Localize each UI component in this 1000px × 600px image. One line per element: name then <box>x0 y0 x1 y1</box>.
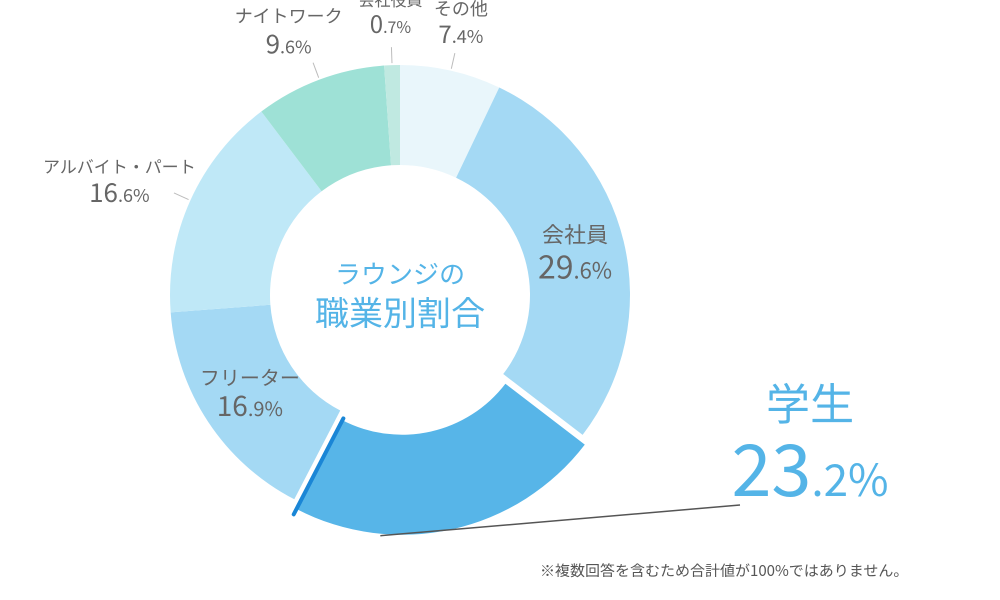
label-freeter: フリーター16.9% <box>200 365 300 423</box>
label-officer-value: 0.7% <box>358 9 422 38</box>
leader-other <box>451 53 455 69</box>
label-parttime-name: アルバイト・パート <box>43 156 196 176</box>
highlight-value-int: 23 <box>731 412 811 517</box>
label-other-value: 7.4% <box>434 19 488 48</box>
highlight-value-frac: .2% <box>811 445 888 509</box>
label-freeter-value: 16.9% <box>200 389 300 423</box>
label-freeter-name: フリーター <box>200 365 300 389</box>
label-nightwork: ナイトワーク9.6% <box>235 6 343 59</box>
leader-nightwork <box>313 63 319 78</box>
highlight-value: 23.2% <box>731 429 888 501</box>
label-employee: 会社員29.6% <box>538 221 612 286</box>
label-nightwork-name: ナイトワーク <box>235 6 343 28</box>
center-title-line2: 職業別割合 <box>315 286 485 335</box>
label-employee-value: 29.6% <box>538 247 612 285</box>
label-parttime: アルバイト・パート16.6% <box>43 156 196 208</box>
leader-officer <box>391 47 392 63</box>
label-officer-name: 会社役員 <box>358 0 422 9</box>
label-nightwork-value: 9.6% <box>235 28 343 59</box>
chart-stage: ラウンジの 職業別割合 学生 23.2% ※複数回答を含むため合計値が100%で… <box>0 0 1000 600</box>
chart-footnote: ※複数回答を含むため合計値が100%ではありません。 <box>540 560 908 581</box>
chart-center-title: ラウンジの 職業別割合 <box>315 258 485 333</box>
label-officer: 会社役員0.7% <box>358 0 422 38</box>
donut-chart-svg <box>0 0 1000 600</box>
highlight-callout: 学生 23.2% <box>731 379 888 501</box>
label-parttime-value: 16.6% <box>43 176 196 207</box>
label-other: その他7.4% <box>434 0 488 48</box>
